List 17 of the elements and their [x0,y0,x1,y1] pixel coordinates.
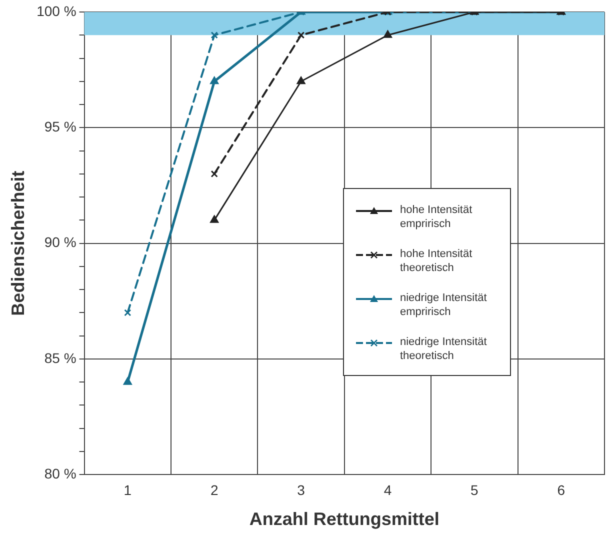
x-tick-label: 3 [297,482,306,498]
legend-label: hohe Intensität theoretisch [400,247,474,275]
legend-label: niedrige Intensität empririsch [400,291,488,319]
y-tick-label: 85 % [44,350,76,366]
x-tick-label: 4 [384,482,392,498]
legend-label: niedrige Intensität theoretisch [400,335,488,363]
y-axis-title: Bediensicherheit [8,170,28,316]
y-tick-label: 100 % [36,2,76,19]
y-tick-label: 90 % [44,234,76,250]
x-tick-label: 5 [470,482,479,498]
legend-label: hohe Intensität empririsch [400,203,474,231]
x-axis-title: Anzahl Rettungsmittel [249,509,440,530]
x-tick-label: 2 [210,482,218,498]
x-tick-label: 6 [557,482,566,498]
y-tick-label: 95 % [44,118,76,135]
x-tick-label: 1 [124,482,132,498]
y-tick-label: 80 % [44,465,76,482]
